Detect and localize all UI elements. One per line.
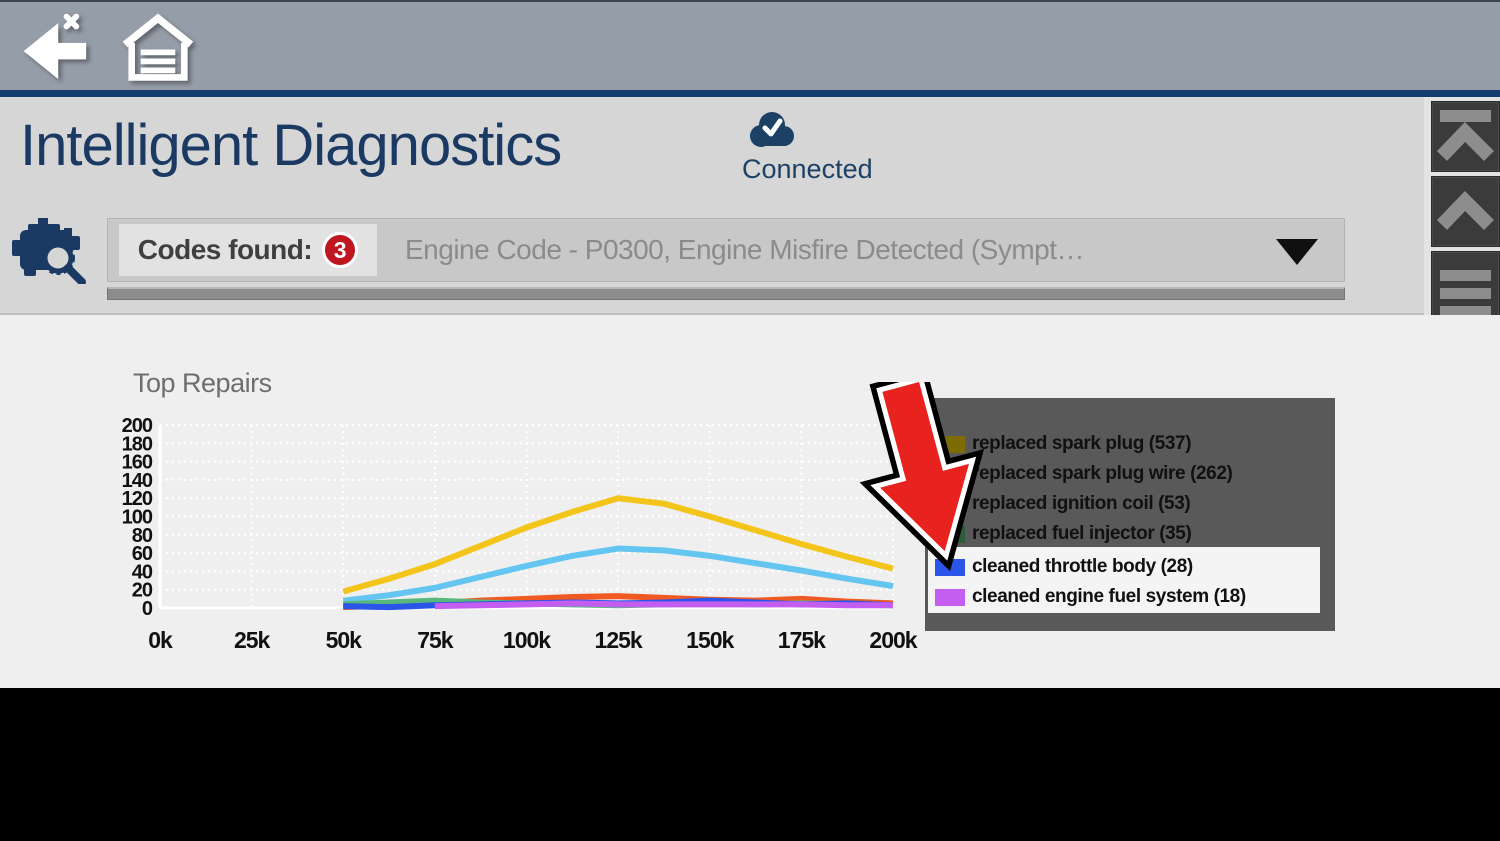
chart-gridlines [158, 424, 894, 610]
legend-swatch [935, 558, 965, 576]
connection-label: Connected [742, 154, 873, 184]
legend-highlight-box [928, 547, 1320, 613]
legend-swatch [935, 435, 965, 453]
svg-text:60: 60 [132, 543, 153, 565]
svg-text:100: 100 [122, 507, 153, 529]
svg-text:125k: 125k [595, 627, 643, 653]
legend-item[interactable]: replaced spark plug (537) [935, 429, 1192, 459]
svg-text:200: 200 [122, 415, 153, 437]
engine-scan-icon [8, 212, 88, 289]
legend-label: replaced fuel injector (35) [972, 523, 1192, 544]
legend-label: replaced spark plug wire (262) [972, 463, 1233, 484]
codes-found-box: Codes found: 3 [119, 224, 377, 276]
codes-dropdown[interactable]: Codes found: 3 Engine Code - P0300, Engi… [107, 218, 1345, 282]
legend-item[interactable]: replaced spark plug wire (262) [935, 459, 1233, 489]
garage-home-icon [122, 13, 194, 81]
dropdown-caret-icon[interactable] [1276, 239, 1318, 265]
svg-text:25k: 25k [234, 627, 271, 653]
svg-text:100k: 100k [503, 627, 551, 653]
legend-swatch [935, 588, 965, 606]
scroll-to-top-button[interactable] [1431, 101, 1500, 172]
chevron-up-icon [1436, 190, 1494, 230]
svg-text:75k: 75k [417, 627, 454, 653]
skip-to-top-icon [1436, 110, 1494, 161]
page-title: Intelligent Diagnostics [20, 113, 562, 178]
legend-label: cleaned throttle body (28) [972, 556, 1193, 577]
svg-text:180: 180 [122, 433, 153, 455]
back-arrow-icon [23, 13, 87, 80]
top-toolbar [0, 0, 1500, 90]
svg-text:140: 140 [122, 470, 153, 492]
legend-label: replaced spark plug (537) [972, 433, 1192, 454]
series-line [342, 495, 894, 595]
menu-icon [1440, 270, 1491, 317]
codes-scrollbar[interactable] [107, 287, 1345, 300]
back-button[interactable] [10, 10, 90, 84]
codes-count-badge: 3 [322, 232, 359, 268]
legend-item[interactable]: cleaned throttle body (28) [935, 552, 1193, 582]
svg-text:0: 0 [142, 598, 153, 620]
scroll-up-button[interactable] [1431, 176, 1500, 247]
connection-status: Connected [742, 110, 922, 185]
legend-label: cleaned engine fuel system (18) [972, 586, 1246, 607]
svg-text:0k: 0k [148, 627, 173, 653]
codes-found-label: Codes found: [137, 234, 313, 265]
svg-text:40: 40 [132, 561, 153, 583]
selected-code-text: Engine Code - P0300, Engine Misfire Dete… [405, 234, 1085, 265]
legend-swatch [935, 465, 965, 483]
svg-text:80: 80 [132, 525, 153, 547]
svg-text:20: 20 [132, 580, 153, 602]
divider [0, 90, 1500, 97]
svg-text:120: 120 [122, 488, 153, 510]
chart-title: Top Repairs [133, 368, 272, 398]
home-button[interactable] [118, 10, 198, 84]
cloud-check-icon [750, 112, 794, 147]
svg-text:50k: 50k [326, 627, 363, 653]
legend-item[interactable]: replaced fuel injector (35) [935, 519, 1192, 549]
legend-label: replaced ignition coil (53) [972, 493, 1191, 514]
legend-item[interactable]: replaced ignition coil (53) [935, 489, 1191, 519]
legend-swatch [935, 495, 965, 513]
legend-item[interactable]: cleaned engine fuel system (18) [935, 582, 1246, 612]
svg-text:200k: 200k [869, 627, 917, 653]
series-line [342, 545, 894, 604]
svg-text:175k: 175k [778, 627, 826, 653]
svg-text:150k: 150k [686, 627, 734, 653]
series-line [434, 600, 893, 610]
legend-swatch [935, 525, 965, 543]
chart-legend: replaced spark plug (537) replaced spark … [925, 398, 1335, 631]
svg-text:160: 160 [122, 452, 153, 474]
chart-lines [342, 495, 894, 611]
